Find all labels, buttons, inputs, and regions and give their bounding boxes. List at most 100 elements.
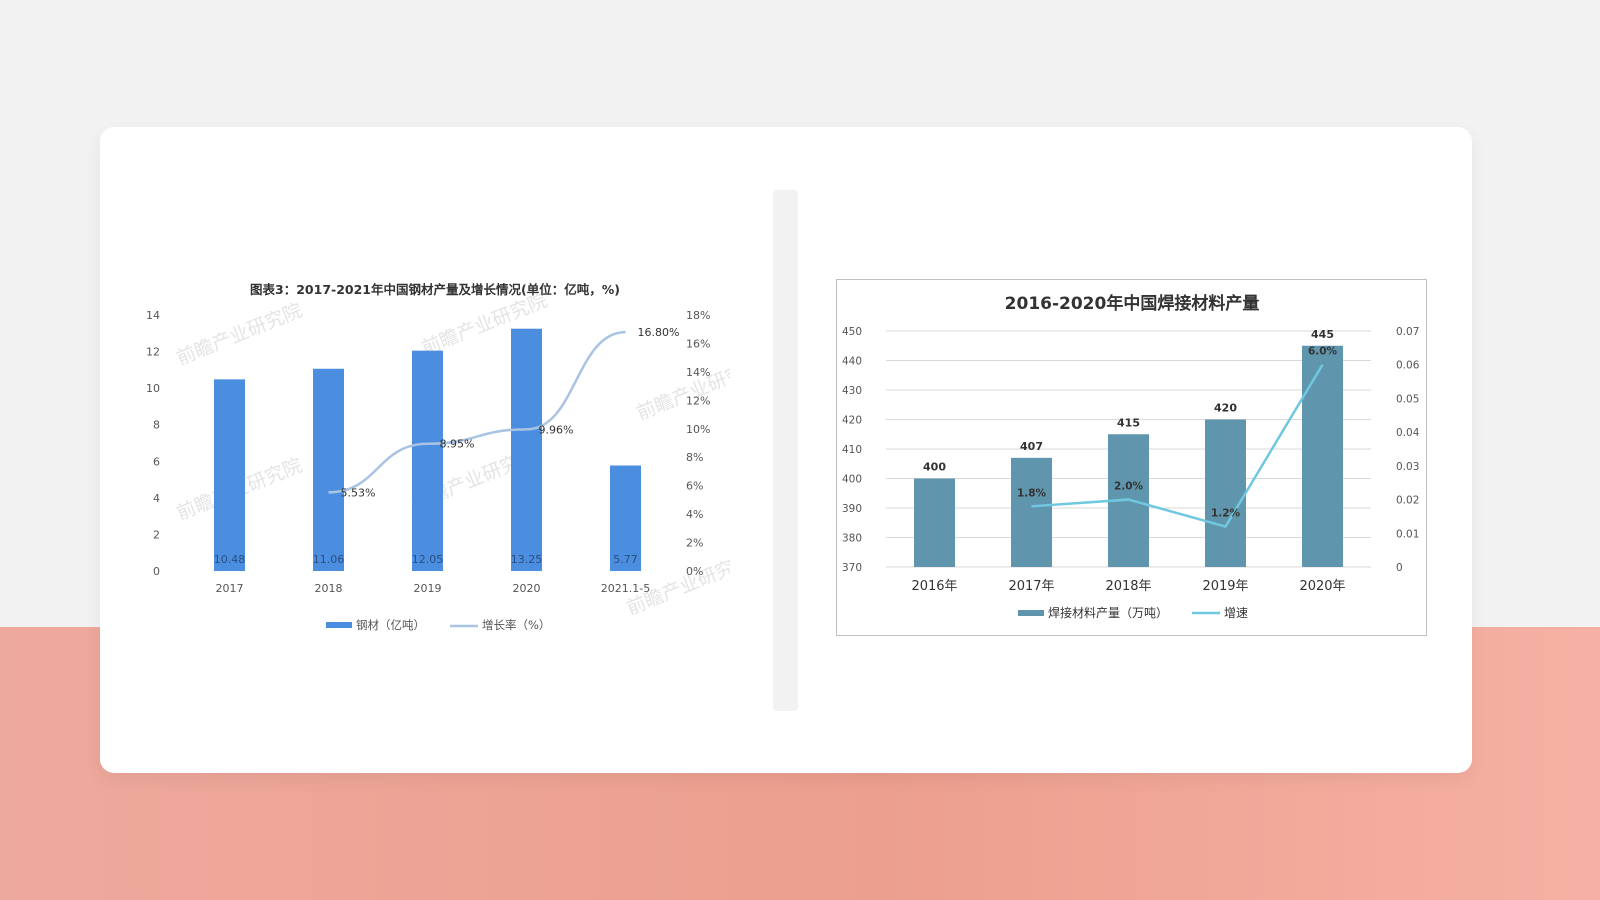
left-tick-label: 4 xyxy=(153,492,160,505)
line-value-label: 1.2% xyxy=(1211,508,1241,520)
x-axis-ticks: 2016年 2017年 2018年 2019年 2020年 xyxy=(911,579,1345,594)
left-tick-label: 450 xyxy=(842,326,862,338)
bar-value-label: 415 xyxy=(1117,416,1140,429)
x-tick-label: 2020年 xyxy=(1299,579,1345,594)
right-tick-label: 0.07 xyxy=(1396,326,1419,338)
x-tick-label: 2019年 xyxy=(1202,579,1248,594)
left-tick-label: 12 xyxy=(146,346,160,359)
line-value-label: 8.95% xyxy=(440,438,475,451)
bar xyxy=(1011,457,1052,567)
bar-value-label: 445 xyxy=(1311,328,1334,341)
x-tick-label: 2018年 xyxy=(1105,579,1151,594)
column-divider xyxy=(773,190,798,711)
right-tick-label: 0.03 xyxy=(1396,461,1419,473)
x-tick-label: 2019 xyxy=(414,582,442,595)
left-tick-label: 440 xyxy=(842,356,862,368)
bar xyxy=(412,350,443,571)
bar xyxy=(1205,419,1246,567)
welding-material-chart: 2016-2020年中国焊接材料产量 370 380 390 400 410 420 430… xyxy=(836,279,1427,636)
x-tick-label: 2017 xyxy=(216,582,244,595)
left-tick-label: 410 xyxy=(842,444,862,456)
legend-label-growth: 增长率（%） xyxy=(482,618,550,632)
bar-value-label: 10.48 xyxy=(214,553,246,566)
left-tick-label: 430 xyxy=(842,385,862,397)
x-tick-label: 2021.1-5 xyxy=(601,582,650,595)
right-tick-label: 0% xyxy=(686,565,703,578)
bar xyxy=(914,478,955,567)
x-tick-label: 2016年 xyxy=(911,579,957,594)
legend-swatch-weld xyxy=(1018,610,1044,616)
bar-value-label: 407 xyxy=(1020,440,1043,453)
bar-value-label: 420 xyxy=(1214,402,1237,415)
right-tick-label: 12% xyxy=(686,394,710,407)
bar-value-label: 11.06 xyxy=(313,553,345,566)
bar-value-label: 400 xyxy=(923,461,946,474)
bar xyxy=(610,465,641,571)
right-tick-label: 10% xyxy=(686,423,710,436)
right-axis-ticks: 0% 2% 4% 6% 8% 10% 12% 14% 16% 18% xyxy=(686,309,710,578)
growth-rate-line xyxy=(328,330,626,494)
left-tick-label: 10 xyxy=(146,382,160,395)
right-tick-label: 0.02 xyxy=(1396,495,1419,507)
line-value-label: 6.0% xyxy=(1308,346,1338,358)
bar-value-label: 13.25 xyxy=(511,553,543,566)
line-value-label: 1.8% xyxy=(1017,487,1047,499)
right-tick-label: 4% xyxy=(686,508,703,521)
x-tick-label: 2020 xyxy=(513,582,541,595)
left-axis-ticks: 0 2 4 6 8 10 12 14 xyxy=(146,309,160,578)
right-tick-label: 0 xyxy=(1396,562,1403,574)
bar-labels: 400 407 415 420 445 xyxy=(923,328,1334,474)
legend-label-growth: 增速 xyxy=(1224,606,1248,620)
right-tick-label: 0.01 xyxy=(1396,528,1419,540)
line-value-label: 16.80% xyxy=(638,326,680,339)
bar-value-label: 12.05 xyxy=(412,553,444,566)
x-tick-label: 2017年 xyxy=(1008,579,1054,594)
chart-title: 2016-2020年中国焊接材料产量 xyxy=(1005,293,1260,314)
right-tick-label: 18% xyxy=(686,309,710,322)
left-tick-label: 390 xyxy=(842,503,862,515)
right-tick-label: 16% xyxy=(686,337,710,350)
x-axis-ticks: 2017 2018 2019 2020 2021.1-5 xyxy=(216,582,651,595)
bar xyxy=(511,328,542,571)
legend-label-steel: 钢材（亿吨） xyxy=(356,618,425,632)
steel-production-chart: 前瞻产业研究院前瞻产业研究院前瞻产业研究院前瞻产业研究院前瞻产业研究院前瞻产业研… xyxy=(146,282,730,632)
left-tick-label: 420 xyxy=(842,415,862,427)
legend: 钢材（亿吨） 增长率（%） xyxy=(326,618,550,632)
right-tick-label: 14% xyxy=(686,366,710,379)
left-tick-label: 370 xyxy=(842,562,862,574)
left-tick-label: 8 xyxy=(153,419,160,432)
line-labels: 1.8% 2.0% 1.2% 6.0% xyxy=(1017,346,1338,520)
watermark: 前瞻产业研究院 xyxy=(174,299,306,369)
left-tick-label: 0 xyxy=(153,565,160,578)
right-tick-label: 0.06 xyxy=(1396,360,1420,372)
bars xyxy=(214,328,641,571)
legend-label-weld: 焊接材料产量（万吨） xyxy=(1048,605,1168,620)
watermark: 前瞻产业研究院 xyxy=(634,354,730,424)
growth-line xyxy=(1031,364,1324,529)
right-tick-label: 6% xyxy=(686,480,703,493)
left-tick-label: 380 xyxy=(842,533,862,545)
legend: 焊接材料产量（万吨） 增速 xyxy=(1018,605,1248,620)
line-value-label: 2.0% xyxy=(1114,481,1144,493)
x-tick-label: 2018 xyxy=(315,582,343,595)
left-tick-label: 400 xyxy=(842,474,862,486)
bar-value-label: 5.77 xyxy=(613,553,638,566)
left-tick-label: 14 xyxy=(146,309,160,322)
right-tick-label: 0.05 xyxy=(1396,393,1419,405)
legend-swatch-steel xyxy=(326,622,352,628)
left-tick-label: 2 xyxy=(153,528,160,541)
bars xyxy=(914,345,1343,567)
bar xyxy=(1302,345,1343,567)
left-tick-label: 6 xyxy=(153,455,160,468)
line-labels: 5.53% 8.95% 9.96% 16.80% xyxy=(341,326,680,499)
bar xyxy=(313,368,344,571)
bar xyxy=(214,379,245,571)
line-value-label: 9.96% xyxy=(539,423,574,436)
right-tick-label: 2% xyxy=(686,537,703,550)
bar-labels: 10.48 11.06 12.05 13.25 5.77 xyxy=(214,553,638,566)
right-tick-label: 8% xyxy=(686,451,703,464)
right-axis-ticks: 0 0.01 0.02 0.03 0.04 0.05 0.06 0.07 xyxy=(1396,326,1420,574)
right-tick-label: 0.04 xyxy=(1396,427,1420,439)
line-value-label: 5.53% xyxy=(341,486,376,499)
left-axis-ticks: 370 380 390 400 410 420 430 440 450 xyxy=(842,326,862,574)
